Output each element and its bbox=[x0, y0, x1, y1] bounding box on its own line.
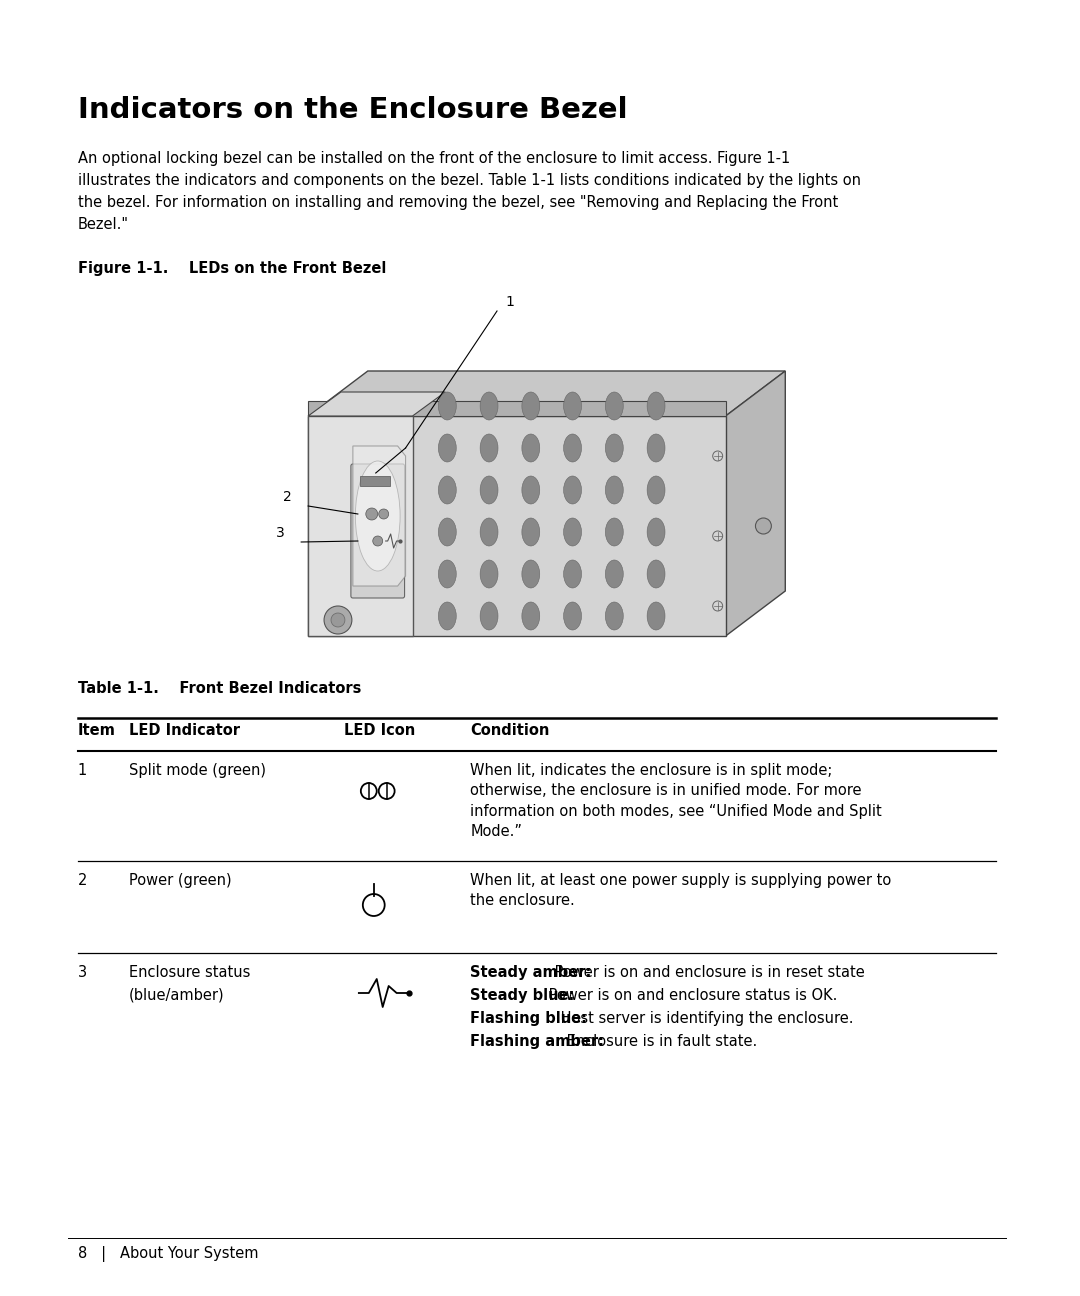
Ellipse shape bbox=[522, 434, 540, 461]
Ellipse shape bbox=[564, 603, 581, 630]
Text: Steady blue:: Steady blue: bbox=[470, 988, 575, 1003]
Text: 2: 2 bbox=[78, 874, 86, 888]
Text: Condition: Condition bbox=[470, 723, 550, 737]
Text: Power is on and enclosure is in reset state: Power is on and enclosure is in reset st… bbox=[550, 966, 864, 980]
Text: Split mode (green): Split mode (green) bbox=[130, 763, 267, 778]
Text: 1: 1 bbox=[78, 763, 86, 778]
Text: When lit, indicates the enclosure is in split mode;
otherwise, the enclosure is : When lit, indicates the enclosure is in … bbox=[470, 763, 882, 840]
Text: Power (green): Power (green) bbox=[130, 874, 232, 888]
Ellipse shape bbox=[355, 461, 400, 572]
Ellipse shape bbox=[522, 560, 540, 588]
Ellipse shape bbox=[564, 476, 581, 504]
Text: 8   |   About Your System: 8 | About Your System bbox=[78, 1245, 258, 1262]
Text: Figure 1-1.    LEDs on the Front Bezel: Figure 1-1. LEDs on the Front Bezel bbox=[78, 260, 386, 276]
Text: 2: 2 bbox=[283, 490, 292, 504]
Circle shape bbox=[330, 613, 345, 627]
Ellipse shape bbox=[481, 560, 498, 588]
Ellipse shape bbox=[438, 603, 456, 630]
Circle shape bbox=[366, 508, 378, 520]
Ellipse shape bbox=[606, 391, 623, 420]
Ellipse shape bbox=[606, 560, 623, 588]
Text: LED Icon: LED Icon bbox=[343, 723, 415, 737]
Text: LED Indicator: LED Indicator bbox=[130, 723, 240, 737]
Text: 3: 3 bbox=[78, 966, 86, 980]
Ellipse shape bbox=[647, 391, 665, 420]
Ellipse shape bbox=[438, 391, 456, 420]
Ellipse shape bbox=[606, 476, 623, 504]
Text: Indicators on the Enclosure Bezel: Indicators on the Enclosure Bezel bbox=[78, 96, 627, 124]
Circle shape bbox=[379, 509, 389, 518]
Ellipse shape bbox=[481, 518, 498, 546]
Text: Item: Item bbox=[78, 723, 116, 737]
Ellipse shape bbox=[438, 518, 456, 546]
Text: Table 1-1.    Front Bezel Indicators: Table 1-1. Front Bezel Indicators bbox=[78, 680, 361, 696]
Ellipse shape bbox=[438, 434, 456, 461]
Ellipse shape bbox=[481, 391, 498, 420]
Text: illustrates the indicators and components on the bezel. Table 1-1 lists conditio: illustrates the indicators and component… bbox=[78, 172, 861, 188]
Ellipse shape bbox=[606, 434, 623, 461]
Ellipse shape bbox=[438, 476, 456, 504]
Text: Steady amber:: Steady amber: bbox=[470, 966, 592, 980]
Ellipse shape bbox=[647, 518, 665, 546]
Circle shape bbox=[373, 537, 382, 546]
Ellipse shape bbox=[647, 603, 665, 630]
Text: Power is on and enclosure status is OK.: Power is on and enclosure status is OK. bbox=[543, 988, 837, 1003]
Text: 1: 1 bbox=[505, 295, 514, 308]
Ellipse shape bbox=[522, 391, 540, 420]
Ellipse shape bbox=[522, 518, 540, 546]
Ellipse shape bbox=[522, 603, 540, 630]
Ellipse shape bbox=[481, 476, 498, 504]
Text: Host server is identifying the enclosure.: Host server is identifying the enclosure… bbox=[556, 1011, 853, 1026]
Text: When lit, at least one power supply is supplying power to
the enclosure.: When lit, at least one power supply is s… bbox=[470, 874, 891, 908]
Polygon shape bbox=[308, 416, 726, 636]
Text: Flashing blue:: Flashing blue: bbox=[470, 1011, 588, 1026]
Text: (blue/amber): (blue/amber) bbox=[130, 988, 225, 1002]
Ellipse shape bbox=[647, 434, 665, 461]
Text: An optional locking bezel can be installed on the front of the enclosure to limi: An optional locking bezel can be install… bbox=[78, 152, 789, 166]
Ellipse shape bbox=[438, 560, 456, 588]
Polygon shape bbox=[308, 391, 445, 416]
Polygon shape bbox=[353, 446, 406, 586]
Ellipse shape bbox=[481, 603, 498, 630]
Ellipse shape bbox=[606, 518, 623, 546]
Ellipse shape bbox=[522, 476, 540, 504]
Polygon shape bbox=[308, 400, 726, 416]
Text: the bezel. For information on installing and removing the bezel, see "Removing a: the bezel. For information on installing… bbox=[78, 194, 838, 210]
Circle shape bbox=[324, 607, 352, 634]
Ellipse shape bbox=[564, 518, 581, 546]
Ellipse shape bbox=[564, 560, 581, 588]
Ellipse shape bbox=[564, 391, 581, 420]
Polygon shape bbox=[308, 416, 413, 636]
Text: Enclosure is in fault state.: Enclosure is in fault state. bbox=[562, 1034, 757, 1048]
Polygon shape bbox=[308, 371, 785, 416]
Ellipse shape bbox=[647, 560, 665, 588]
Text: Flashing amber:: Flashing amber: bbox=[470, 1034, 604, 1048]
Polygon shape bbox=[726, 371, 785, 636]
Circle shape bbox=[756, 518, 771, 534]
FancyBboxPatch shape bbox=[351, 464, 405, 597]
Ellipse shape bbox=[606, 603, 623, 630]
Text: 3: 3 bbox=[276, 526, 285, 540]
Ellipse shape bbox=[481, 434, 498, 461]
Bar bbox=[360, 476, 390, 486]
Ellipse shape bbox=[564, 434, 581, 461]
Ellipse shape bbox=[647, 476, 665, 504]
Text: Bezel.": Bezel." bbox=[78, 216, 129, 232]
Text: Enclosure status: Enclosure status bbox=[130, 966, 251, 980]
